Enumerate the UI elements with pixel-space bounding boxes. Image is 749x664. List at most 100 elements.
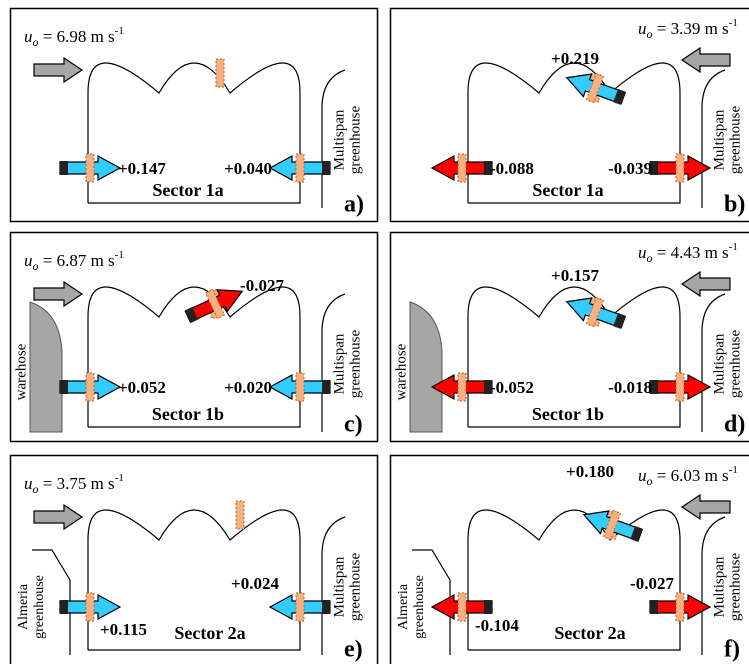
vent-slat	[585, 296, 605, 328]
neighbor-label: greenhouse	[32, 575, 47, 639]
wind-arrow-shape	[33, 56, 84, 84]
warehouse-shape	[29, 301, 63, 433]
flow-value: +0.040	[224, 159, 272, 178]
arrow-tail	[322, 380, 330, 394]
neighbor-label: Multispan	[711, 109, 727, 170]
vent-slat	[675, 592, 685, 622]
panel-letter: c)	[344, 412, 363, 438]
wind-arrow	[680, 46, 731, 74]
vent-slat	[295, 153, 305, 183]
wind-text: = 4.43 m s	[653, 243, 729, 262]
flow-value: -0.027	[240, 276, 284, 295]
flow-arrow	[184, 288, 244, 324]
wind-arrow-shape	[33, 280, 84, 308]
arrow-tail	[60, 161, 68, 175]
flow-arrow	[59, 153, 122, 183]
neighbor-outline	[701, 293, 726, 432]
neighbor-label: Multispan	[331, 556, 347, 617]
flow-value: +0.147	[118, 159, 166, 178]
flow-value: +0.024	[231, 574, 279, 593]
wind-arrow-shape	[680, 46, 731, 74]
arrow-tail	[613, 312, 626, 329]
panel-letter: d)	[724, 412, 745, 438]
neighbor-outline	[321, 516, 346, 655]
arrow-tail	[484, 380, 492, 394]
flow-arrow	[649, 372, 712, 402]
greenhouse	[467, 286, 681, 428]
sector-label: Sector 1b	[532, 404, 604, 424]
neighbor-label: greenhouse	[412, 575, 427, 639]
wind-subscript: o	[647, 474, 653, 488]
arrow-tail	[650, 161, 658, 175]
flow-value: +0.219	[551, 49, 599, 68]
wind-speed: uo = 6.87 m s-1	[24, 249, 124, 273]
panel-border	[9, 231, 379, 443]
wind-symbol: u	[24, 474, 33, 493]
warehouse-shape	[409, 301, 443, 433]
flow-value: +0.180	[566, 462, 614, 481]
panel-letter: e)	[344, 637, 363, 663]
vent-slat	[675, 153, 685, 183]
flow-arrow	[582, 509, 644, 542]
panel-letter: b)	[724, 192, 745, 218]
vent-slat	[457, 372, 467, 402]
wind-text: = 3.75 m s	[39, 474, 115, 493]
wind-speed: uo = 3.75 m s-1	[24, 472, 124, 496]
flow-arrow	[268, 153, 331, 183]
arrow-tail	[484, 600, 492, 614]
wind-subscript: o	[647, 27, 653, 41]
flow-value: -0.027	[630, 574, 674, 593]
neighbor-label: greenhouse	[727, 106, 743, 175]
neighbor-label: Almeria	[396, 583, 411, 630]
wind-subscript: o	[33, 482, 39, 496]
wind-superscript: -1	[115, 472, 124, 484]
flow-value: -0.104	[475, 616, 519, 635]
flow-value: +0.020	[224, 378, 272, 397]
flow-arrow	[649, 592, 712, 622]
flow-arrow	[649, 153, 712, 183]
wind-arrow	[33, 503, 84, 531]
flow-value: -0.018	[608, 378, 652, 397]
panel: uo = 3.39 m s-1 Multispan greenhouse +0.219…	[389, 7, 749, 223]
greenhouse	[87, 509, 301, 651]
flow-arrow	[430, 592, 493, 622]
flow-value: +0.157	[551, 266, 599, 285]
wind-arrow-shape	[680, 270, 731, 298]
neighbor-label: Multispan	[711, 556, 727, 617]
sector-label: Sector 1a	[532, 180, 603, 200]
neighbor-label: greenhouse	[347, 330, 363, 399]
panel: uo = 6.87 m s-1 Multispan greenhouse wareho…	[9, 231, 379, 443]
panel-border	[9, 7, 379, 223]
wind-subscript: o	[647, 251, 653, 265]
greenhouse	[87, 286, 301, 428]
vent-slat	[215, 58, 225, 88]
arrow-tail	[613, 88, 626, 105]
arrow-tail	[60, 380, 68, 394]
greenhouse	[87, 62, 301, 204]
panel-border	[389, 454, 749, 664]
wind-speed: uo = 6.98 m s-1	[24, 25, 124, 49]
flow-arrow	[565, 296, 627, 329]
wind-speed: uo = 6.03 m s-1	[638, 464, 738, 488]
wind-text: = 3.39 m s	[653, 19, 729, 38]
greenhouse	[467, 509, 681, 651]
vent-slat	[204, 288, 226, 320]
wind-symbol: u	[638, 466, 647, 485]
wind-symbol: u	[638, 19, 647, 38]
vent-slat	[457, 592, 467, 622]
neighbor-outline	[32, 549, 71, 655]
flow-arrow	[268, 592, 331, 622]
arrow-tail	[184, 306, 199, 324]
flow-value: -0.052	[490, 378, 534, 397]
neighbor-label: warehose	[13, 343, 29, 400]
neighbor-label: Multispan	[331, 333, 347, 394]
flow-arrow	[268, 372, 331, 402]
wind-subscript: o	[33, 259, 39, 273]
vent-slat	[585, 72, 605, 104]
wind-arrow	[680, 493, 731, 521]
flow-arrow	[430, 372, 493, 402]
sector-label: Sector 1a	[152, 180, 223, 200]
wind-arrow-shape	[680, 493, 731, 521]
arrow-tail	[484, 161, 492, 175]
panel: uo = 4.43 m s-1 Multispan greenhouse wareho…	[389, 231, 749, 443]
